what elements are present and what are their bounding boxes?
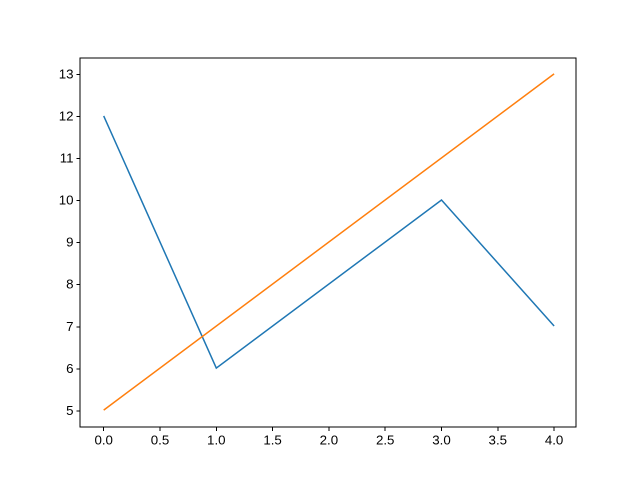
svg-text:1.5: 1.5 <box>263 433 282 448</box>
svg-text:0.5: 0.5 <box>151 433 170 448</box>
svg-text:1.0: 1.0 <box>207 433 226 448</box>
svg-text:4.0: 4.0 <box>545 433 564 448</box>
svg-text:6: 6 <box>66 361 73 376</box>
svg-text:7: 7 <box>66 319 73 334</box>
svg-text:9: 9 <box>66 235 73 250</box>
svg-text:0.0: 0.0 <box>94 433 113 448</box>
svg-text:5: 5 <box>66 403 73 418</box>
svg-text:2.0: 2.0 <box>320 433 339 448</box>
svg-text:2.5: 2.5 <box>376 433 395 448</box>
svg-text:8: 8 <box>66 277 73 292</box>
svg-text:10: 10 <box>59 193 74 208</box>
svg-text:13: 13 <box>59 67 74 82</box>
svg-text:3.5: 3.5 <box>489 433 508 448</box>
svg-text:12: 12 <box>59 109 74 124</box>
svg-text:3.0: 3.0 <box>432 433 451 448</box>
svg-text:11: 11 <box>60 151 74 166</box>
